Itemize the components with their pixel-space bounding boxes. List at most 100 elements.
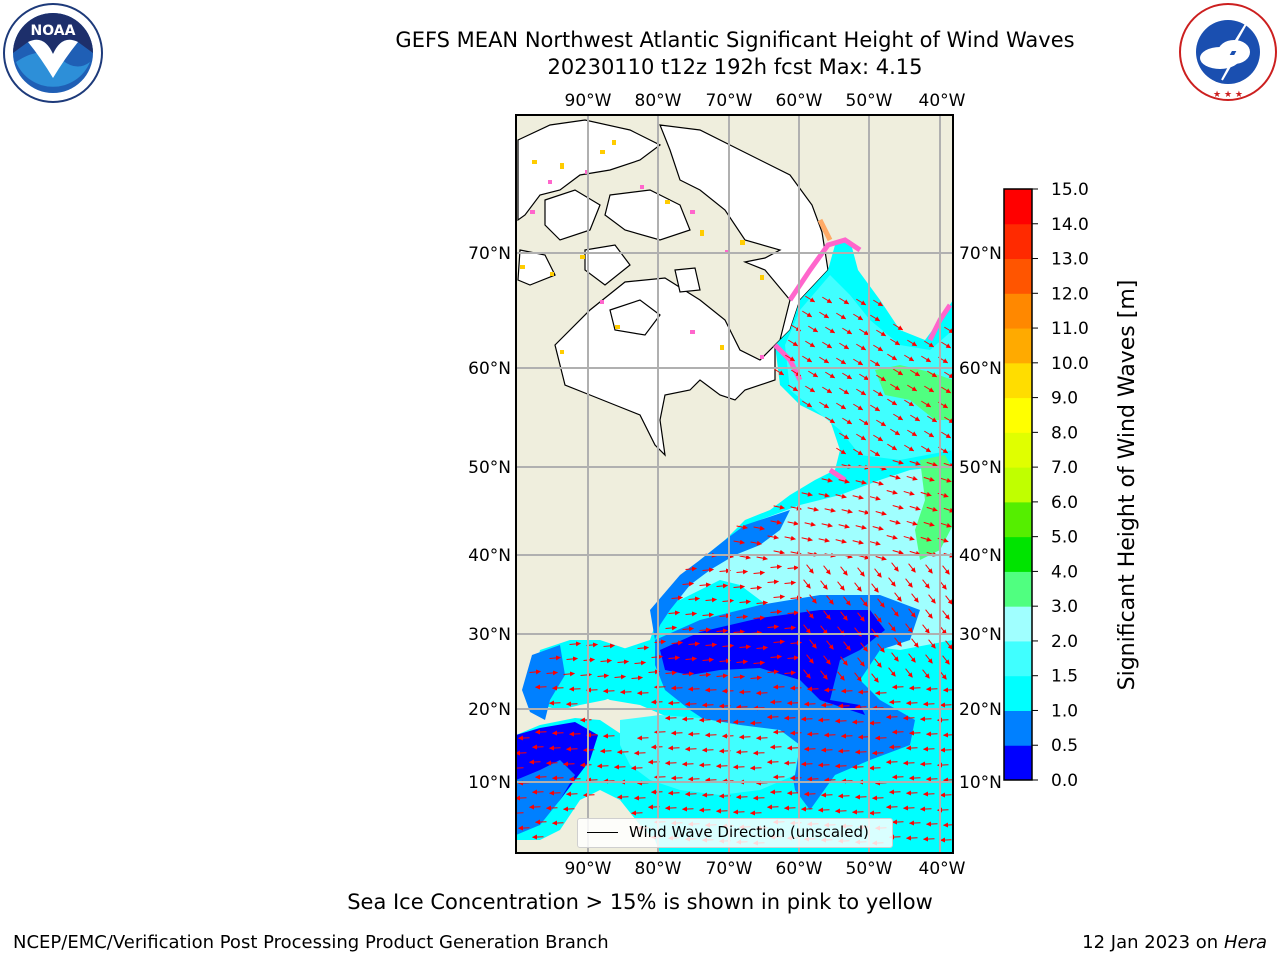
wind-wave-arrow xyxy=(855,704,867,710)
wind-wave-arrow xyxy=(784,535,796,541)
wind-wave-arrow xyxy=(924,385,935,393)
wind-wave-arrow xyxy=(889,699,901,705)
wind-wave-arrow xyxy=(928,594,936,604)
lon-label-bottom: 80°W xyxy=(635,859,682,879)
wind-wave-arrow xyxy=(905,578,913,588)
nws-logo: ★ ★ ★ xyxy=(1179,3,1277,101)
wind-wave-arrow xyxy=(835,493,847,499)
wind-wave-arrow xyxy=(665,715,677,721)
wind-wave-arrow xyxy=(907,384,918,392)
wind-wave-arrow xyxy=(787,610,799,616)
wind-wave-arrow xyxy=(888,667,896,677)
wind-wave-arrow xyxy=(688,731,700,737)
wind-wave-arrow xyxy=(682,671,694,677)
wind-wave-arrow xyxy=(890,428,901,436)
wind-wave-arrow xyxy=(688,596,700,602)
wind-wave-arrow xyxy=(736,524,748,530)
lat-label-right: 30°N xyxy=(959,625,1002,645)
wind-wave-arrow xyxy=(818,492,830,498)
wind-wave-arrow xyxy=(858,554,870,560)
colorbar-segment xyxy=(1004,571,1032,607)
wind-wave-arrow xyxy=(668,700,680,706)
wind-wave-arrow xyxy=(705,642,717,648)
wind-wave-arrow xyxy=(893,323,904,331)
colorbar-segment xyxy=(1004,745,1032,781)
wind-wave-arrow xyxy=(854,672,862,682)
wind-wave-arrow xyxy=(733,584,745,590)
wind-wave-arrow xyxy=(767,624,779,630)
wind-wave-arrow xyxy=(753,795,765,801)
wind-wave-arrow xyxy=(859,373,870,381)
wind-wave-arrow xyxy=(805,340,816,348)
wind-wave-arrow xyxy=(665,625,677,631)
wind-wave-arrow xyxy=(891,562,899,572)
wind-wave-arrow xyxy=(566,746,578,752)
wind-wave-arrow xyxy=(871,583,879,593)
lon-label-top: 50°W xyxy=(846,91,893,111)
colorbar-tick-label: 15.0 xyxy=(1051,180,1089,200)
wind-wave-arrow xyxy=(552,820,564,826)
wind-wave-arrow xyxy=(685,701,697,707)
wind-wave-arrow xyxy=(926,506,938,512)
wind-wave-arrow xyxy=(818,762,830,768)
colorbar-segment xyxy=(1004,328,1032,364)
wind-wave-arrow xyxy=(614,764,626,770)
wind-wave-arrow xyxy=(802,310,813,318)
wind-wave-arrow xyxy=(569,641,581,647)
wind-wave-arrow xyxy=(682,626,694,632)
wind-wave-arrow xyxy=(821,747,833,753)
wind-wave-arrow xyxy=(886,804,898,810)
wind-wave-arrow xyxy=(637,690,649,696)
wind-wave-arrow xyxy=(923,521,935,527)
wind-wave-arrow xyxy=(665,670,677,676)
wind-wave-arrow xyxy=(926,821,938,827)
colorbar-tick-label: 2.0 xyxy=(1051,632,1078,652)
wind-wave-arrow xyxy=(733,674,745,680)
wind-wave-arrow xyxy=(840,656,848,666)
wind-wave-arrow xyxy=(529,759,541,765)
wind-wave-arrow xyxy=(787,745,799,751)
noaa-logo: NOAA xyxy=(3,3,103,103)
wind-wave-arrow xyxy=(516,765,524,771)
wind-wave-arrow xyxy=(856,433,867,441)
wind-wave-arrow xyxy=(809,639,817,649)
wind-wave-arrow xyxy=(767,714,779,720)
colorbar-frame xyxy=(1003,188,1033,781)
wind-wave-arrow xyxy=(753,525,765,531)
wind-wave-arrow xyxy=(699,762,711,768)
wind-wave-arrow xyxy=(682,581,694,587)
wind-wave-arrow xyxy=(803,579,811,589)
wind-wave-arrow xyxy=(927,415,938,423)
wind-wave-arrow xyxy=(631,765,643,771)
wind-wave-arrow xyxy=(841,733,853,739)
wind-wave-arrow xyxy=(920,491,932,497)
colorbar-label: Significant Height of Wind Waves [m] xyxy=(1115,279,1140,691)
wind-wave-arrow xyxy=(907,429,918,437)
wind-wave-arrow xyxy=(924,340,935,348)
wind-wave-arrow xyxy=(552,685,564,691)
wind-wave-arrow xyxy=(920,806,932,812)
wind-wave-arrow xyxy=(858,689,870,695)
wind-wave-arrow xyxy=(874,568,882,578)
wind-wave-arrow xyxy=(750,540,762,546)
wind-wave-arrow xyxy=(923,476,935,482)
wind-wave-arrow xyxy=(903,535,915,541)
wind-wave-arrow xyxy=(546,760,558,766)
wind-wave-arrow xyxy=(940,477,952,483)
wind-wave-arrow xyxy=(733,764,745,770)
wind-wave-arrow xyxy=(872,525,884,531)
wind-wave-arrow xyxy=(906,745,918,751)
wind-wave-arrow xyxy=(921,445,932,453)
wind-wave-arrow xyxy=(843,596,851,606)
wind-wave-arrow xyxy=(870,359,881,367)
wind-wave-arrow xyxy=(872,750,884,756)
wind-wave-arrow xyxy=(688,641,700,647)
wind-wave-arrow xyxy=(808,325,819,333)
map-title: GEFS MEAN Northwest Atlantic Significant… xyxy=(395,28,1075,52)
wind-wave-arrow xyxy=(820,670,828,680)
lat-label-right: 10°N xyxy=(959,773,1002,793)
caribbean-field xyxy=(620,715,800,795)
wind-wave-arrow xyxy=(836,357,847,365)
wind-wave-arrow xyxy=(804,521,816,527)
wind-wave-arrow xyxy=(566,701,578,707)
